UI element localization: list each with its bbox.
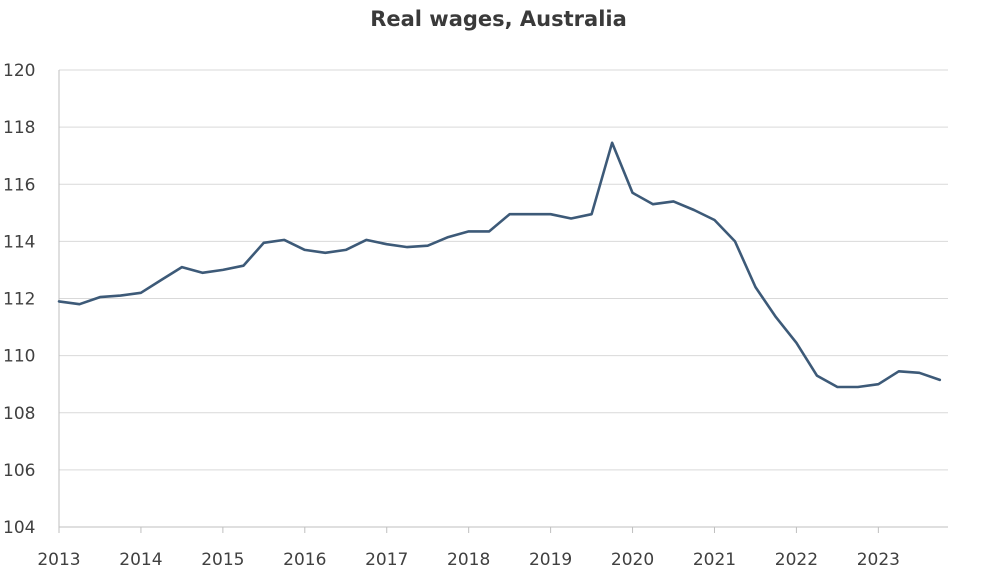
y-tick-label-118: 118 xyxy=(3,118,35,138)
y-tick-label-104: 104 xyxy=(3,518,35,538)
y-tick-label-110: 110 xyxy=(3,347,35,367)
x-tick-label-2018: 2018 xyxy=(447,550,490,570)
y-axis-ticks: 104 106 108 110 112 114 116 118 120 xyxy=(3,61,35,538)
x-tick-label-2017: 2017 xyxy=(365,550,408,570)
gridlines xyxy=(59,69,948,471)
x-axis-ticks: 2013 2014 2015 2016 2017 2018 2019 2020 2021 2022… xyxy=(37,527,900,570)
x-tick-label-2015: 2015 xyxy=(201,550,244,570)
y-tick-label-112: 112 xyxy=(3,290,35,310)
axes xyxy=(58,70,948,528)
x-tick-label-2022: 2022 xyxy=(775,550,818,570)
x-tick-label-2020: 2020 xyxy=(611,550,654,570)
x-tick-label-2014: 2014 xyxy=(119,550,162,570)
x-tick-label-2023: 2023 xyxy=(857,550,900,570)
y-tick-label-108: 108 xyxy=(3,404,35,424)
chart-title: Real wages, Australia xyxy=(370,7,627,31)
x-tick-label-2019: 2019 xyxy=(529,550,572,570)
y-tick-label-120: 120 xyxy=(3,61,35,81)
y-tick-label-114: 114 xyxy=(3,232,35,252)
x-tick-label-2016: 2016 xyxy=(283,550,326,570)
y-tick-label-106: 106 xyxy=(3,461,35,481)
series-line xyxy=(57,141,942,389)
y-tick-label-116: 116 xyxy=(3,175,35,195)
x-tick-label-2021: 2021 xyxy=(693,550,736,570)
x-tick-label-2013: 2013 xyxy=(37,550,80,570)
